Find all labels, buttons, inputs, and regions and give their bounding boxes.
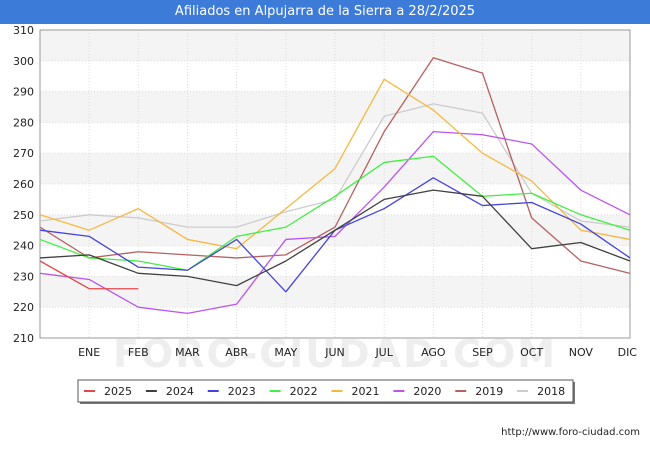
series-line-2024 <box>39 189 631 287</box>
y-tick-label: 240 <box>13 240 34 253</box>
series-line-2025 <box>39 260 139 290</box>
series-line-2020 <box>39 130 631 315</box>
series-line-2019 <box>39 57 631 274</box>
x-tick-label: FEB <box>128 346 149 359</box>
legend-label-2025: 2025 <box>104 385 132 398</box>
legend-label-2020: 2020 <box>413 385 441 398</box>
y-tick-label: 300 <box>13 55 34 68</box>
x-tick-label: JUL <box>374 346 393 359</box>
x-tick-label: OCT <box>520 346 543 359</box>
y-tick-label: 260 <box>13 178 34 191</box>
x-tick-label: JUN <box>324 346 345 359</box>
x-tick-label: MAY <box>274 346 297 359</box>
plot-border <box>39 29 631 339</box>
y-tick-label: 230 <box>13 270 34 283</box>
legend-label-2021: 2021 <box>352 385 380 398</box>
legend-label-2023: 2023 <box>228 385 256 398</box>
watermark: FORO-CIUDAD.COM <box>113 332 557 376</box>
y-tick-label: 250 <box>13 209 34 222</box>
legend-label-2019: 2019 <box>475 385 503 398</box>
legend-label-2024: 2024 <box>166 385 194 398</box>
legend-label-2022: 2022 <box>290 385 318 398</box>
series-line-2021 <box>39 78 631 250</box>
x-tick-label: DIC <box>618 346 638 359</box>
y-tick-label: 220 <box>13 301 34 314</box>
series-line-2022 <box>39 155 631 271</box>
x-tick-label: SEP <box>472 346 493 359</box>
legend-box <box>77 379 574 403</box>
legend-label-2018: 2018 <box>537 385 565 398</box>
x-tick-label: ABR <box>225 346 248 359</box>
x-tick-label: AGO <box>421 346 446 359</box>
x-tick-label: NOV <box>569 346 594 359</box>
y-tick-label: 290 <box>13 86 34 99</box>
y-tick-label: 310 <box>13 24 34 37</box>
x-tick-label: ENE <box>78 346 100 359</box>
chart-title: Afiliados en Alpujarra de la Sierra a 28… <box>0 0 650 24</box>
source-link[interactable]: http://www.foro-ciudad.com <box>501 427 640 438</box>
y-tick-label: 270 <box>13 147 34 160</box>
y-tick-label: 210 <box>13 332 34 345</box>
x-tick-label: MAR <box>175 346 200 359</box>
y-tick-label: 280 <box>13 116 34 129</box>
